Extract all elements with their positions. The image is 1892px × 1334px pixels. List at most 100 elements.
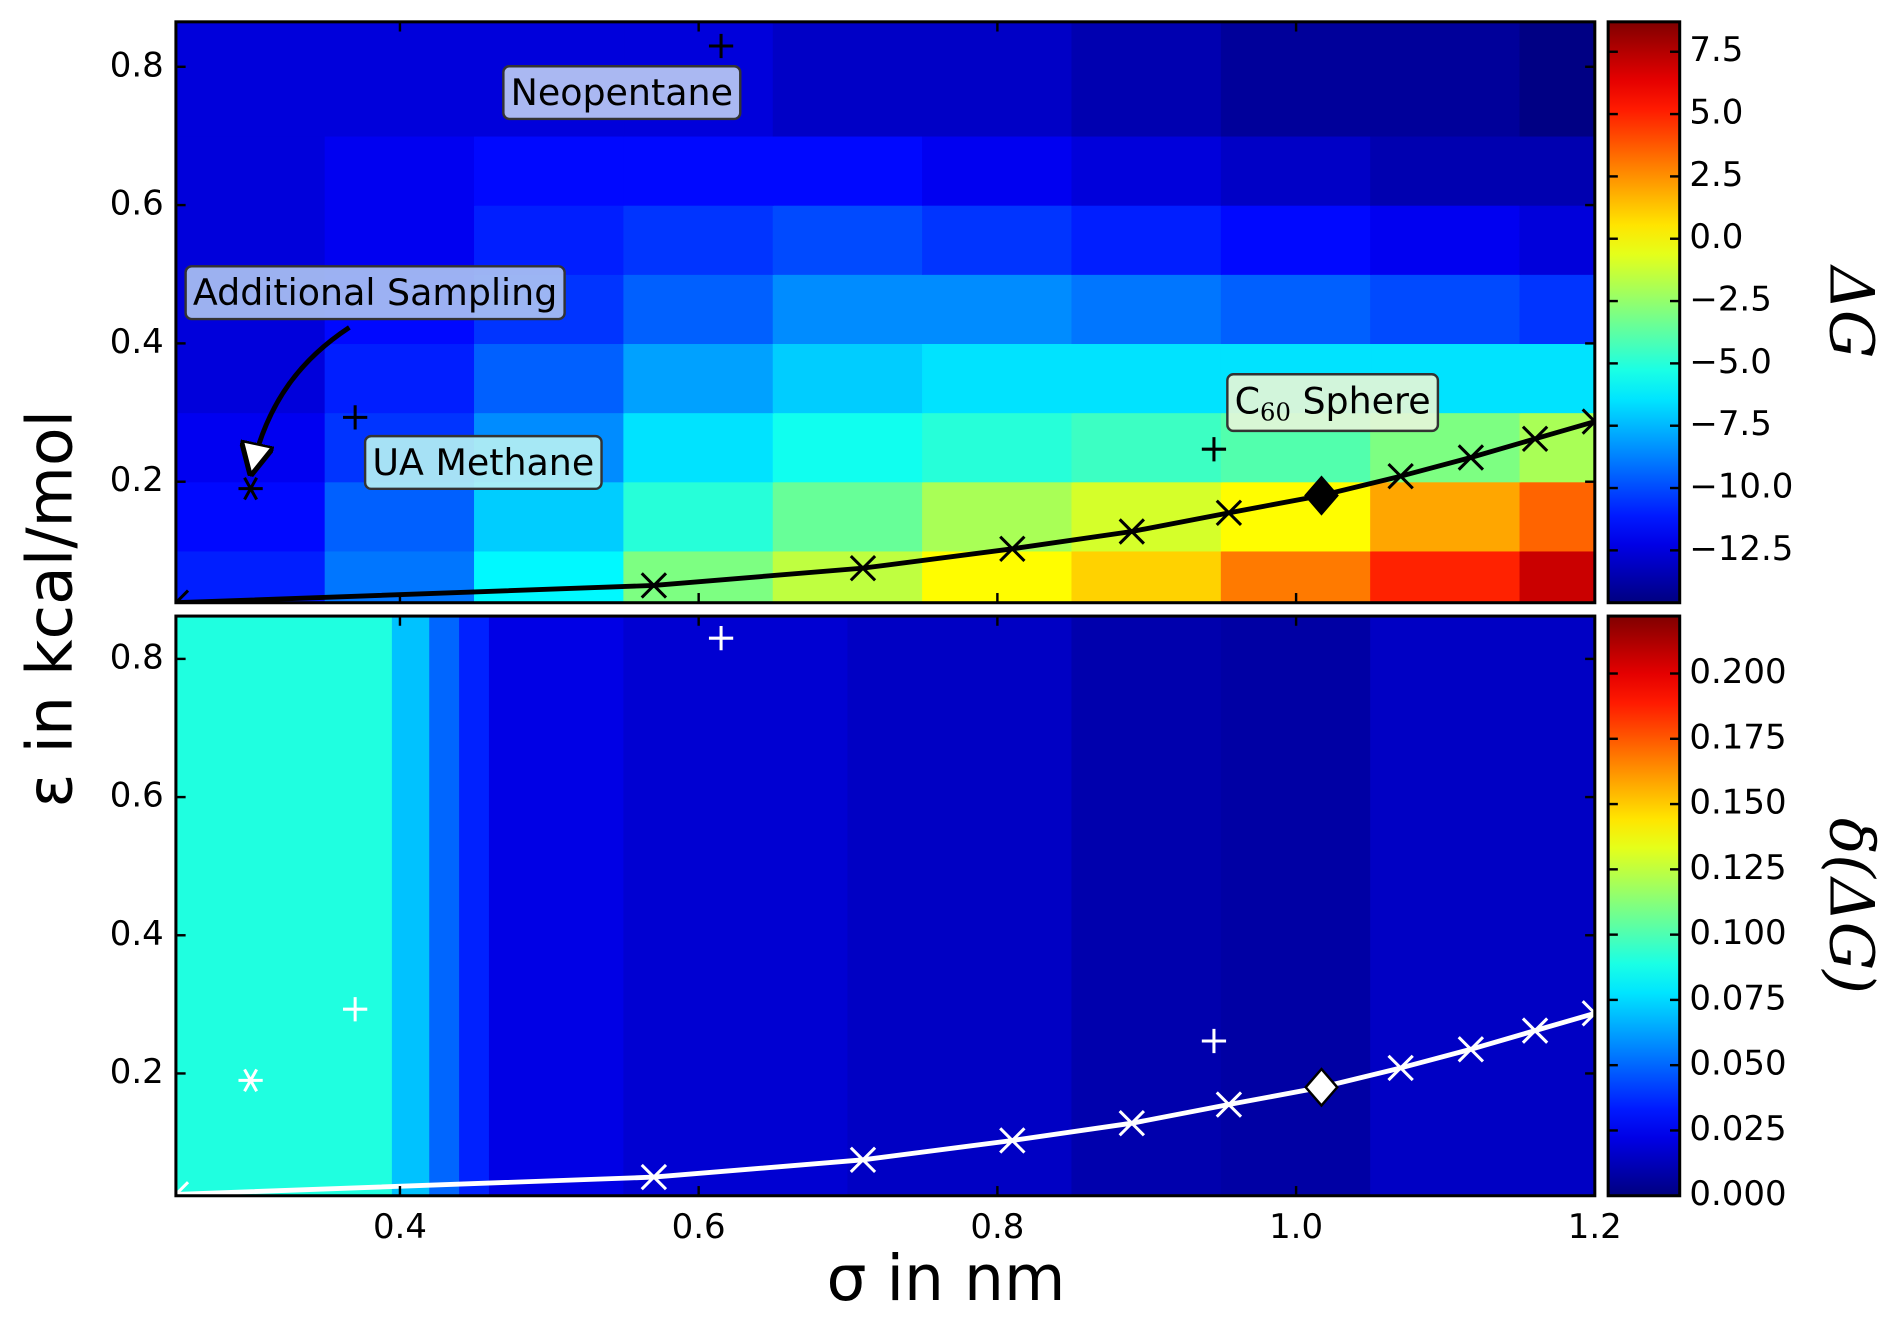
heat-cell [1519, 204, 1595, 275]
colorbar-label: δ(ΔG) [1815, 818, 1885, 994]
colorbar-label: ΔG [1815, 264, 1885, 358]
heat-cell [488, 616, 625, 1196]
heat-cell [324, 481, 476, 552]
heat-cell [1519, 342, 1595, 414]
asterisk-marker [238, 476, 263, 501]
colorbar [1606, 614, 1682, 1198]
annotation-subscript: 60 [1260, 397, 1291, 426]
heat-cell [772, 204, 924, 275]
heat-cell [1370, 481, 1521, 552]
heat-cell [1519, 135, 1595, 206]
heat-cell [623, 481, 774, 552]
heat-cell [623, 342, 774, 414]
x-marker [849, 554, 877, 582]
heat-cell [623, 616, 849, 1196]
colorbar-tick-label: 0.125 [1689, 848, 1786, 888]
x-marker [1118, 518, 1146, 545]
heatmap [175, 616, 1595, 1196]
plot-frame [174, 20, 1597, 605]
annotation: Additional Sampling [193, 271, 557, 314]
x-marker [999, 1127, 1026, 1154]
heat-cell [1220, 616, 1372, 1196]
x-marker [1215, 1091, 1243, 1118]
x-marker [1387, 1054, 1414, 1082]
heat-cell [1519, 21, 1595, 137]
heat-cell [175, 204, 326, 275]
y-axis-label: ε in kcal/mol [13, 410, 87, 808]
x-marker [1581, 1000, 1595, 1027]
heat-cell [459, 616, 491, 1196]
heatmap [175, 21, 1595, 603]
heat-cell [1071, 204, 1223, 275]
heat-cell [623, 204, 774, 275]
annotation-box [363, 434, 603, 491]
colorbar-tick-label: 0.075 [1689, 978, 1786, 1018]
heat-cell [922, 411, 1073, 483]
heat-cell [1071, 342, 1223, 414]
heat-cell [1519, 273, 1595, 345]
x-tick-label: 1.2 [1568, 1207, 1622, 1247]
x-marker [1387, 462, 1414, 490]
x-tick-label: 0.8 [970, 1207, 1024, 1247]
diamond-marker [1304, 1067, 1339, 1108]
heat-cell [623, 411, 774, 483]
heat-cell [175, 550, 326, 603]
heat-cell [1220, 481, 1372, 552]
heat-cell [1519, 481, 1595, 552]
colorbar-tick-label: −5.0 [1689, 342, 1771, 382]
heat-cell [429, 616, 461, 1196]
heat-cell [623, 273, 774, 345]
heat-cell [1071, 273, 1223, 345]
x-marker [640, 1163, 668, 1191]
plot-layers: 0.2 0.4 0.6 0.8 −12.5 −10.0 −7.5 −5.0 −2.5 0.0 2.5… [13, 20, 1885, 1315]
heat-cell [1519, 550, 1595, 603]
heat-cell [324, 204, 476, 275]
heat-cell [175, 21, 326, 137]
heat-cell [922, 204, 1073, 275]
annotation-part: Sphere [1291, 379, 1431, 422]
heat-cell [1220, 204, 1372, 275]
x-marker [1521, 1017, 1549, 1044]
x-marker [1457, 1036, 1485, 1063]
annotation-box [184, 265, 566, 321]
colorbar-tick-label: 0.175 [1689, 717, 1786, 757]
heat-cell [474, 481, 625, 552]
x-axis-label: σ in nm [827, 1241, 1066, 1315]
diamond-marker [1304, 475, 1339, 516]
heat-cell [847, 616, 1073, 1196]
heat-cell [175, 616, 394, 1196]
x-marker [849, 1146, 877, 1174]
heat-cell [474, 204, 625, 275]
x-marker [1118, 1110, 1146, 1137]
annotation-arrow [251, 325, 351, 473]
heat-cell [324, 21, 476, 137]
colorbar-tick-label: 0.200 [1689, 652, 1786, 692]
x-marker [999, 535, 1026, 562]
colorbar [1606, 20, 1682, 605]
heat-cell [391, 616, 431, 1196]
heat-cell [474, 135, 625, 206]
heat-cell [1220, 273, 1372, 345]
colorbar-tick-label: 0.000 [1689, 1174, 1786, 1214]
heat-cell [1071, 550, 1223, 603]
heat-cell [1370, 273, 1521, 345]
heat-cell [772, 21, 924, 137]
heat-cell [772, 411, 924, 483]
y-tick-label: 0.4 [110, 914, 164, 954]
x-tick-label: 0.6 [672, 1207, 726, 1247]
asterisk-marker [238, 1068, 263, 1093]
plus-marker [708, 33, 734, 59]
y-tick-label: 0.4 [110, 322, 164, 362]
heat-cell [772, 273, 924, 345]
heat-cell [474, 342, 625, 414]
heat-cell [922, 342, 1073, 414]
heat-cell [1370, 135, 1521, 206]
colorbar-tick-label: −12.5 [1689, 529, 1793, 569]
y-tick-label: 0.8 [110, 637, 164, 677]
colorbar-tick-label: 0.100 [1689, 913, 1786, 953]
annotation-box [1226, 373, 1440, 433]
plus-marker [1201, 1028, 1227, 1054]
heat-cell [772, 135, 924, 206]
plus-marker [1201, 437, 1227, 462]
